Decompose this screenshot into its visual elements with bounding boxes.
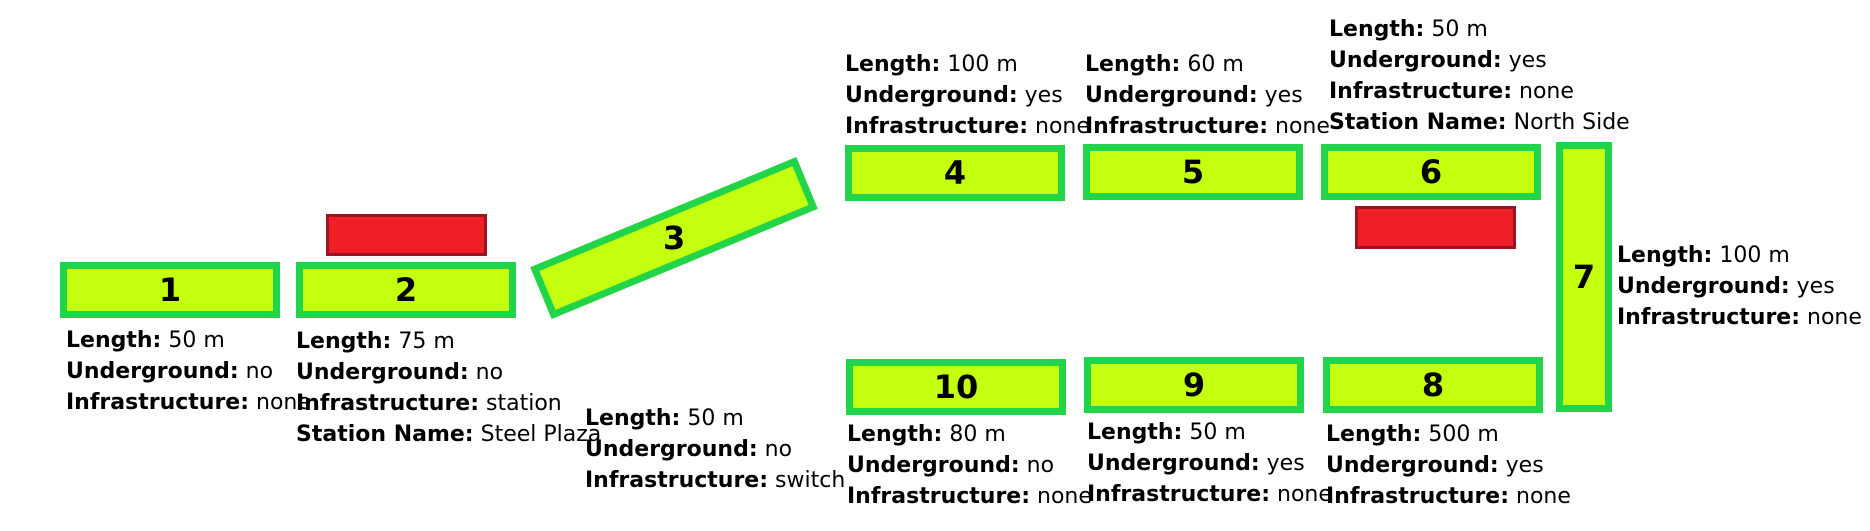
segment-9-label: 9 <box>1182 366 1206 404</box>
infrastructure-line: Infrastructure: none <box>1326 484 1571 509</box>
infrastructure-line: Infrastructure: none <box>1617 305 1862 330</box>
segment-3-label: 3 <box>662 219 686 258</box>
segment-1-label: 1 <box>158 271 182 309</box>
underground-line: Underground: no <box>296 360 504 385</box>
segment-5-label: 5 <box>1181 153 1205 191</box>
length-line: Length: 75 m <box>296 329 455 354</box>
segment-3-info: Length: 50 m Underground: no Infrastruct… <box>585 403 845 496</box>
length-line: Length: 50 m <box>1087 420 1246 445</box>
infrastructure-line: Infrastructure: none <box>845 114 1090 139</box>
infrastructure-line: Infrastructure: none <box>66 390 311 415</box>
infrastructure-line: Infrastructure: none <box>1087 482 1332 507</box>
underground-line: Underground: yes <box>1617 274 1835 299</box>
length-line: Length: 50 m <box>585 406 744 431</box>
segment-10-info: Length: 80 m Underground: no Infrastruct… <box>847 419 1092 512</box>
length-line: Length: 100 m <box>1617 243 1790 268</box>
station-platform-2 <box>326 214 487 256</box>
segment-9-info: Length: 50 m Underground: yes Infrastruc… <box>1087 417 1332 510</box>
segment-1[interactable]: 1 <box>60 262 280 318</box>
segment-4[interactable]: 4 <box>845 145 1065 201</box>
segment-9[interactable]: 9 <box>1084 357 1304 413</box>
segment-5[interactable]: 5 <box>1083 144 1303 200</box>
station-name-line: Station Name: North Side <box>1329 110 1630 135</box>
segment-8-label: 8 <box>1421 366 1445 404</box>
segment-6[interactable]: 6 <box>1321 144 1541 200</box>
segment-8-info: Length: 500 m Underground: yes Infrastru… <box>1326 419 1571 512</box>
segment-4-label: 4 <box>943 154 967 192</box>
underground-line: Underground: no <box>847 453 1055 478</box>
segment-1-info: Length: 50 m Underground: no Infrastruct… <box>66 325 311 418</box>
infrastructure-line: Infrastructure: switch <box>585 468 846 493</box>
segment-6-info: Length: 50 m Underground: yes Infrastruc… <box>1329 14 1630 138</box>
segment-7-info: Length: 100 m Underground: yes Infrastru… <box>1617 240 1862 333</box>
underground-line: Underground: no <box>585 437 793 462</box>
segment-2[interactable]: 2 <box>296 262 516 318</box>
segment-4-info: Length: 100 m Underground: yes Infrastru… <box>845 49 1090 142</box>
length-line: Length: 100 m <box>845 52 1018 77</box>
underground-line: Underground: yes <box>845 83 1063 108</box>
infrastructure-line: Infrastructure: none <box>1329 79 1574 104</box>
segment-2-info: Length: 75 m Underground: no Infrastruct… <box>296 326 601 450</box>
segment-10-label: 10 <box>933 368 979 406</box>
underground-line: Underground: yes <box>1085 83 1303 108</box>
segment-3[interactable]: 3 <box>530 157 818 319</box>
length-line: Length: 60 m <box>1085 52 1244 77</box>
underground-line: Underground: yes <box>1329 48 1547 73</box>
segment-8[interactable]: 8 <box>1323 357 1543 413</box>
length-line: Length: 50 m <box>1329 17 1488 42</box>
segment-7[interactable]: 7 <box>1556 142 1612 412</box>
infrastructure-line: Infrastructure: none <box>847 484 1092 509</box>
length-line: Length: 500 m <box>1326 422 1499 447</box>
segment-10[interactable]: 10 <box>846 359 1066 415</box>
infrastructure-line: Infrastructure: none <box>1085 114 1330 139</box>
underground-line: Underground: yes <box>1326 453 1544 478</box>
station-name-line: Station Name: Steel Plaza <box>296 422 602 447</box>
segment-7-label: 7 <box>1572 258 1596 296</box>
length-line: Length: 80 m <box>847 422 1006 447</box>
segment-5-info: Length: 60 m Underground: yes Infrastruc… <box>1085 49 1330 142</box>
length-line: Length: 50 m <box>66 328 225 353</box>
infrastructure-line: Infrastructure: station <box>296 391 562 416</box>
station-platform-6 <box>1355 206 1516 249</box>
underground-line: Underground: yes <box>1087 451 1305 476</box>
segment-6-label: 6 <box>1419 153 1443 191</box>
segment-2-label: 2 <box>394 271 418 309</box>
underground-line: Underground: no <box>66 359 274 384</box>
